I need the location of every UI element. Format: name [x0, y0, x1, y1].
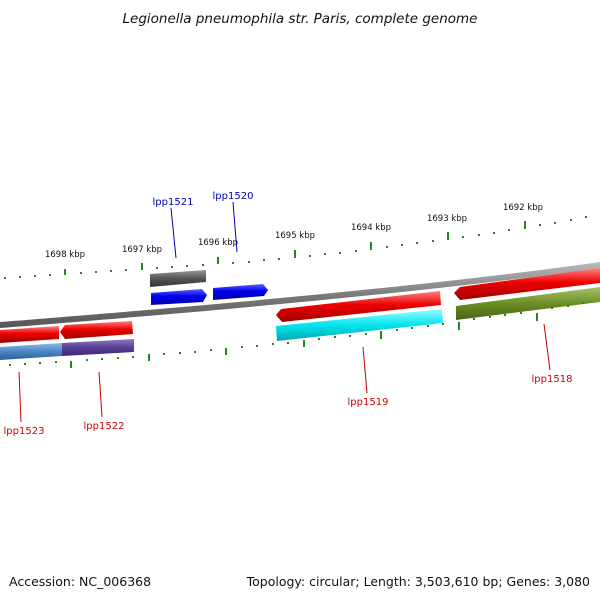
map-title: Legionella pneumophila str. Paris, compl…: [123, 11, 478, 27]
genome-backbone: [0, 262, 600, 328]
scale-label-1694: 1694 kbp: [351, 223, 391, 233]
scale-label-1695: 1695 kbp: [275, 231, 315, 241]
feature-cog-lpp1523[interactable]: [0, 343, 62, 360]
gene-lpp1522[interactable]: [60, 321, 133, 339]
accession-text: Accession: NC_006368: [9, 574, 151, 589]
feature-cog-lpp1521[interactable]: [150, 270, 206, 287]
scale-label-1697: 1697 kbp: [122, 245, 162, 255]
scale-label-1693: 1693 kbp: [427, 214, 467, 224]
scale-label-1692: 1692 kbp: [503, 203, 543, 213]
gene-labels: lpp1521 lpp1520 lpp1523 lpp1522 lpp1519 …: [4, 191, 573, 437]
genome-summary-text: Topology: circular; Length: 3,503,610 bp…: [246, 574, 590, 589]
gene-label-lpp1522[interactable]: lpp1522: [84, 421, 125, 432]
gene-lpp1523[interactable]: [0, 326, 59, 343]
gene-label-lpp1523[interactable]: lpp1523: [4, 426, 45, 437]
label-leaders: [18, 201, 551, 423]
gene-lpp1518[interactable]: [454, 268, 600, 300]
gene-label-lpp1520[interactable]: lpp1520: [213, 191, 254, 202]
feature-cog-lpp1519[interactable]: [276, 309, 443, 341]
gene-lpp1520[interactable]: [213, 284, 268, 300]
scale-label-1696: 1696 kbp: [198, 238, 238, 248]
gene-lpp1521[interactable]: [151, 289, 207, 305]
gene-lpp1519[interactable]: [276, 291, 441, 322]
scale-label-1698: 1698 kbp: [45, 250, 85, 260]
feature-cog-lpp1522[interactable]: [62, 339, 134, 356]
outer-ticks: [4, 216, 587, 279]
feature-cog-lpp1518[interactable]: [456, 287, 600, 320]
gene-label-lpp1518[interactable]: lpp1518: [532, 374, 573, 385]
gene-label-lpp1521[interactable]: lpp1521: [153, 197, 194, 208]
scale-labels: 1698 kbp 1697 kbp 1696 kbp 1695 kbp 1694…: [45, 203, 543, 260]
inner-ticks: [9, 302, 584, 368]
gene-label-lpp1519[interactable]: lpp1519: [348, 397, 389, 408]
